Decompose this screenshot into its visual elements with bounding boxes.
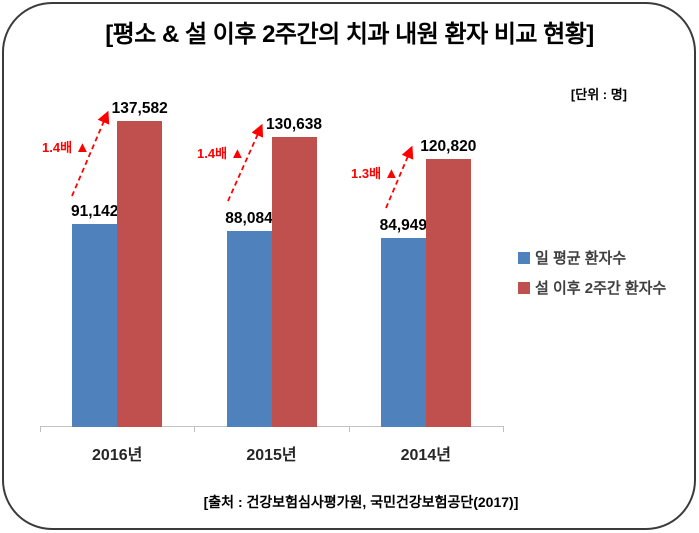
- bar-daily-avg: [380, 238, 426, 427]
- bar-daily-avg: [72, 224, 118, 427]
- bar-post-holiday: [425, 159, 471, 427]
- bar-value-label: 137,582: [111, 100, 168, 117]
- chart-title: [평소 & 설 이후 2주간의 치과 내원 환자 비교 현황]: [105, 21, 594, 48]
- axis-tick: [40, 426, 41, 432]
- x-axis-label: 2014년: [400, 447, 451, 464]
- ratio-annotation: 1.4배 ▲: [42, 140, 90, 155]
- axis-tick: [503, 426, 504, 432]
- x-axis-label: 2016년: [92, 447, 143, 464]
- bar-daily-avg: [226, 231, 272, 427]
- ratio-text: 1.4배: [42, 140, 73, 155]
- axis-tick: [348, 426, 350, 432]
- legend-label: 일 평균 환자수: [535, 250, 627, 267]
- legend-item-0: 일 평균 환자수: [518, 247, 666, 268]
- legend-swatch: [518, 251, 530, 264]
- axis-tick: [194, 426, 196, 432]
- bar-post-holiday: [271, 137, 317, 427]
- ratio-annotation: 1.4배 ▲: [197, 146, 245, 161]
- source-caption: [출처 : 건강보험심사평가원, 국민건강보험공단(2017)]: [203, 494, 519, 510]
- bar-value-label: 91,142: [70, 203, 119, 220]
- increase-arrow-icon: [227, 123, 264, 202]
- up-triangle-icon: ▲: [384, 165, 399, 182]
- legend-label: 설 이후 2주간 환자수: [535, 280, 667, 297]
- x-axis-label: 2015년: [246, 447, 297, 464]
- bar-value-label: 88,084: [225, 210, 273, 227]
- bar-value-label: 120,820: [420, 138, 477, 155]
- unit-label: [단위 : 명]: [570, 87, 627, 102]
- legend-swatch: [518, 281, 530, 294]
- ratio-text: 1.4배: [197, 146, 228, 161]
- bar-value-label: 130,638: [265, 116, 323, 133]
- up-triangle-icon: ▲: [75, 139, 90, 156]
- ratio-text: 1.3배: [351, 166, 382, 181]
- up-triangle-icon: ▲: [230, 145, 245, 162]
- bar-value-label: 84,949: [379, 217, 428, 234]
- legend-item-1: 설 이후 2주간 환자수: [518, 277, 666, 298]
- bar-post-holiday: [117, 121, 163, 427]
- ratio-annotation: 1.3배 ▲: [351, 166, 399, 181]
